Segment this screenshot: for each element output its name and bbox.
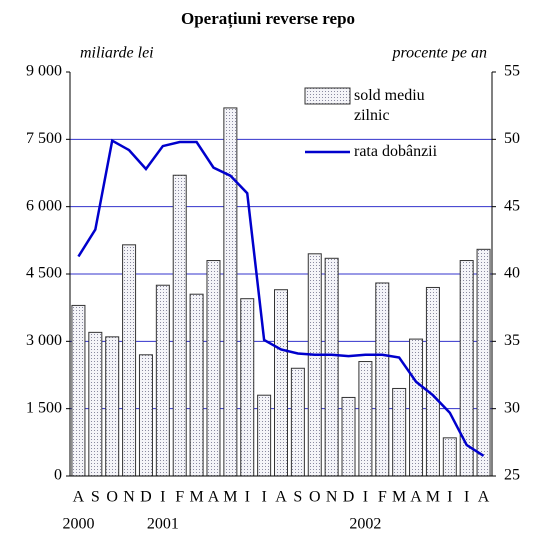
y-tick-label: 0 bbox=[54, 467, 62, 484]
y-axis-label: miliarde lei bbox=[80, 45, 154, 62]
bar bbox=[122, 244, 137, 477]
y-tick-label: 3 000 bbox=[26, 332, 62, 349]
x-tick-label: M bbox=[189, 489, 203, 506]
x-tick-label: O bbox=[309, 489, 321, 506]
bar bbox=[442, 437, 457, 477]
bar bbox=[307, 253, 322, 477]
x-tick-label: M bbox=[392, 489, 406, 506]
y-tick-label: 9 000 bbox=[26, 63, 62, 80]
x-tick-label: F bbox=[378, 489, 387, 506]
x-tick-label: A bbox=[478, 489, 490, 506]
bar bbox=[274, 289, 288, 477]
x-tick-label: N bbox=[326, 489, 338, 506]
legend-label: rata dobânzii bbox=[354, 143, 438, 160]
y-tick-label: 1 500 bbox=[26, 399, 62, 416]
bar bbox=[476, 248, 491, 477]
x-tick-label: I bbox=[447, 489, 452, 506]
bar bbox=[392, 387, 407, 477]
y2-tick-label: 40 bbox=[504, 265, 520, 282]
bar bbox=[88, 331, 103, 477]
y2-tick-label: 25 bbox=[504, 467, 520, 484]
year-label: 2000 bbox=[62, 516, 94, 533]
chart-title: Operațiuni reverse repo bbox=[181, 9, 355, 29]
y-tick-label: 7 500 bbox=[26, 130, 62, 147]
x-tick-label: O bbox=[106, 489, 118, 506]
x-tick-label: A bbox=[410, 489, 422, 506]
bar bbox=[138, 354, 153, 477]
x-tick-label: M bbox=[223, 489, 237, 506]
x-tick-label: I bbox=[261, 489, 266, 506]
bar bbox=[240, 298, 255, 477]
bar bbox=[324, 257, 339, 477]
x-tick-label: A bbox=[208, 489, 220, 506]
bar bbox=[257, 394, 272, 477]
x-tick-label: I bbox=[245, 489, 250, 506]
line bbox=[77, 138, 485, 457]
bar bbox=[358, 361, 373, 477]
bar bbox=[341, 396, 356, 477]
legend-label: sold mediu zilnic bbox=[354, 87, 425, 124]
y2-tick-label: 55 bbox=[504, 63, 520, 80]
x-tick-label: D bbox=[343, 489, 355, 506]
year-label: 2002 bbox=[349, 516, 381, 533]
legend-swatch bbox=[304, 87, 351, 105]
y-tick-label: 6 000 bbox=[26, 197, 62, 214]
x-tick-label: I bbox=[160, 489, 165, 506]
x-tick-label: D bbox=[140, 489, 152, 506]
y2-tick-label: 45 bbox=[504, 197, 520, 214]
x-tick-label: S bbox=[91, 489, 100, 506]
y2-tick-label: 35 bbox=[504, 332, 520, 349]
x-tick-label: N bbox=[123, 489, 135, 506]
x-tick-label: I bbox=[363, 489, 368, 506]
bar bbox=[105, 336, 120, 477]
bar bbox=[425, 286, 440, 477]
bar bbox=[155, 284, 170, 477]
x-tick-label: F bbox=[175, 489, 184, 506]
x-tick-label: A bbox=[275, 489, 287, 506]
x-tick-label: I bbox=[464, 489, 469, 506]
bar bbox=[206, 260, 221, 477]
bar bbox=[409, 338, 424, 477]
x-tick-label: A bbox=[73, 489, 85, 506]
bar bbox=[290, 367, 305, 477]
y2-tick-label: 30 bbox=[504, 399, 520, 416]
bar bbox=[375, 282, 390, 477]
x-tick-label: M bbox=[426, 489, 440, 506]
y-tick-label: 4 500 bbox=[26, 265, 62, 282]
bar bbox=[172, 174, 187, 477]
y2-axis-label: procente pe an bbox=[392, 45, 487, 62]
bar bbox=[189, 293, 204, 477]
x-tick-label: S bbox=[293, 489, 302, 506]
bar bbox=[223, 107, 238, 477]
bar bbox=[71, 304, 86, 477]
y2-tick-label: 50 bbox=[504, 130, 520, 147]
year-label: 2001 bbox=[147, 516, 179, 533]
